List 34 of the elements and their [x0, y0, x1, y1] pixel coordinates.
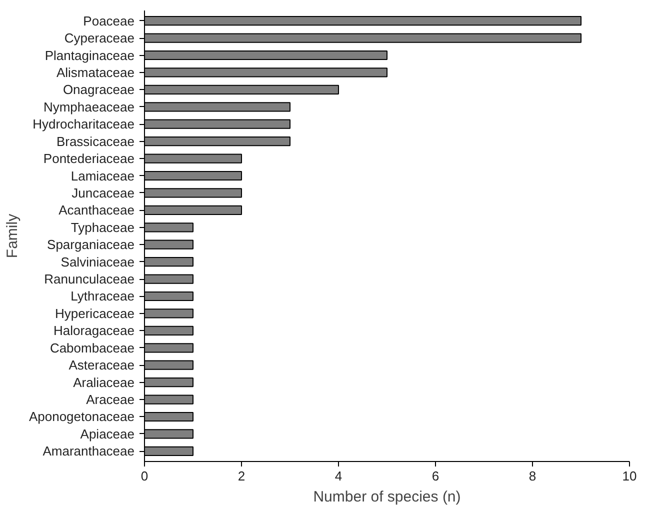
x-tick-label: 6: [432, 468, 440, 484]
y-tick-label: Acanthaceae: [58, 202, 135, 218]
y-tick-label: Lythraceae: [70, 288, 135, 304]
y-tick-label: Hydrocharitaceae: [32, 116, 135, 132]
y-tick-label: Plantaginaceae: [44, 48, 135, 63]
y-tick-label: Apiaceae: [80, 426, 135, 442]
y-tick-label: Asteraceae: [68, 358, 135, 373]
y-axis-title: Family: [4, 213, 21, 258]
y-tick-label: Lamiaceae: [70, 168, 135, 184]
y-tick-label: Typhaceae: [70, 220, 135, 235]
x-axis-title: Number of species (n): [313, 488, 461, 506]
y-tick-label: Haloragaceae: [54, 323, 135, 338]
y-tick-label: Nymphaeaceae: [43, 99, 135, 114]
y-tick-label: Alismataceae: [56, 64, 135, 80]
y-tick-label: Sparganiaceae: [47, 237, 135, 252]
y-tick-label: Aponogetonaceae: [28, 409, 135, 424]
y-tick-label: Cabombaceae: [50, 340, 135, 356]
y-tick-label: Ranunculaceae: [44, 272, 135, 287]
x-tick-label: 2: [238, 468, 246, 484]
y-tick-label: Brassicaceae: [56, 134, 135, 149]
y-tick-label: Poaceae: [83, 13, 135, 28]
y-tick-label: Hypericaceae: [55, 306, 135, 321]
y-tick-label: Pontederiaceae: [43, 151, 135, 166]
x-tick-label: 8: [528, 468, 536, 484]
y-tick-label: Araliaceae: [73, 374, 135, 390]
x-tick-label: 10: [622, 468, 637, 484]
y-tick-label: Cyperaceae: [64, 30, 135, 46]
x-tick-label: 4: [334, 468, 342, 484]
y-tick-label: Araceae: [86, 392, 134, 408]
y-tick-label: Amaranthaceae: [42, 444, 134, 459]
y-tick-label: Onagraceae: [62, 82, 135, 98]
x-tick-label: 0: [140, 468, 148, 484]
y-tick-label: Juncaceae: [72, 185, 135, 200]
y-tick-label: Salviniaceae: [60, 254, 135, 270]
